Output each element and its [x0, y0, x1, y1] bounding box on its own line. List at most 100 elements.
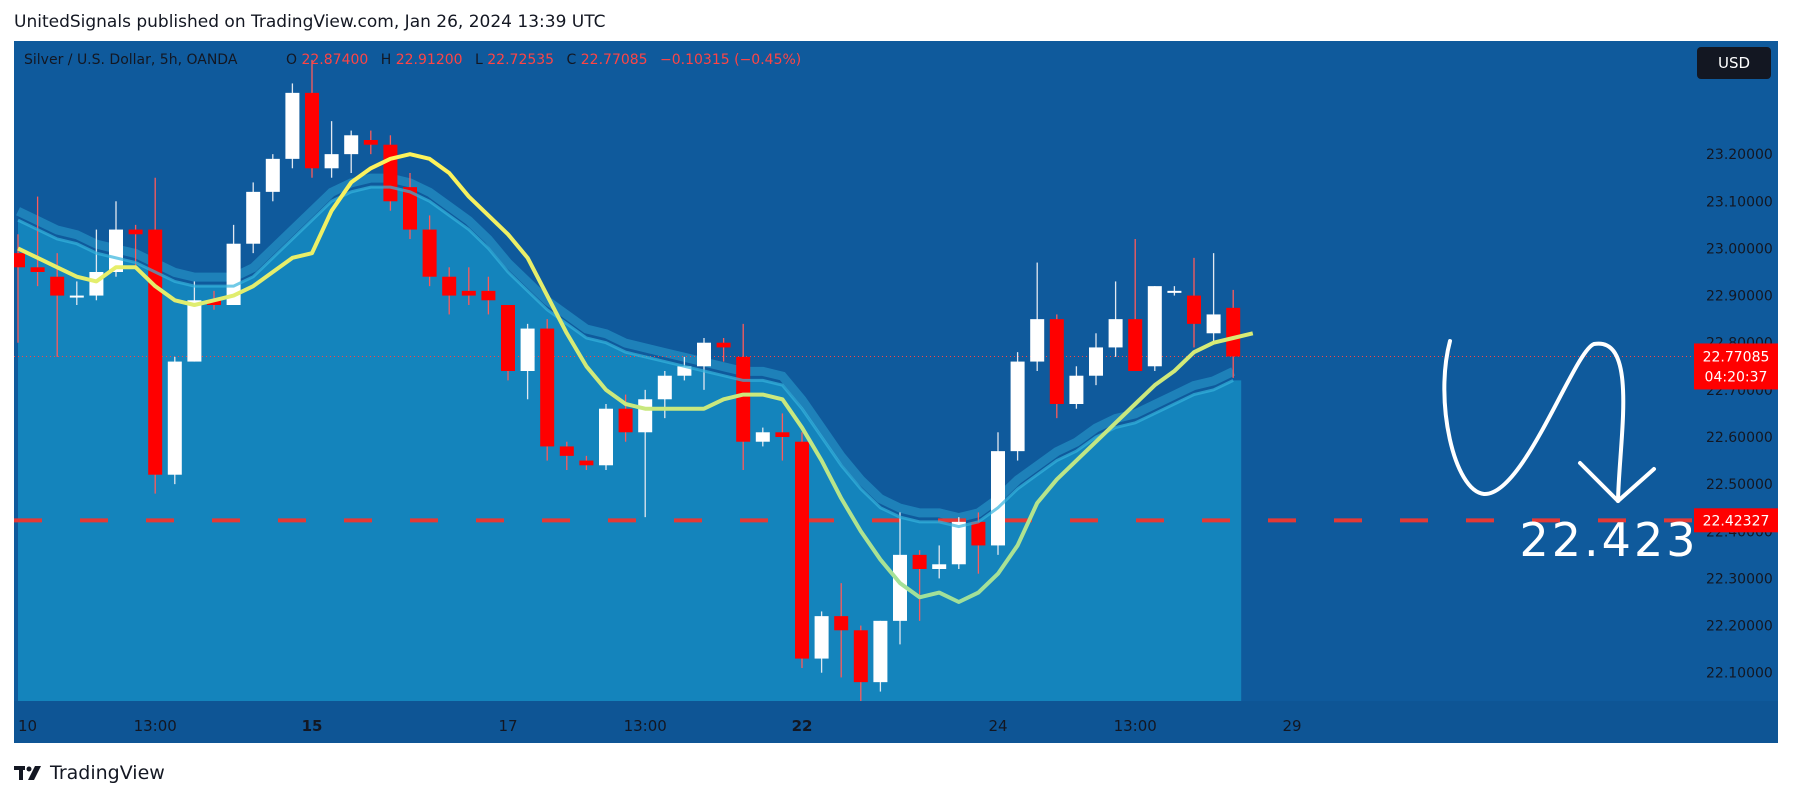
- candle[interactable]: [128, 224, 143, 268]
- candle-body-up: [226, 243, 241, 305]
- candle-body-up: [657, 375, 672, 400]
- candle-body-up: [1167, 290, 1182, 293]
- candle[interactable]: [305, 59, 319, 178]
- candle[interactable]: [246, 182, 261, 254]
- candle[interactable]: [1226, 289, 1241, 378]
- open-label: O: [286, 52, 297, 68]
- candle[interactable]: [30, 196, 45, 287]
- candle-body-down: [128, 229, 143, 235]
- candle[interactable]: [775, 413, 790, 461]
- candle[interactable]: [991, 432, 1005, 555]
- candle[interactable]: [383, 135, 398, 211]
- candle[interactable]: [265, 154, 280, 202]
- candle[interactable]: [716, 338, 731, 362]
- candle-body-up: [893, 554, 907, 621]
- wave-arrow-drawing: [1442, 339, 1626, 503]
- candle[interactable]: [873, 620, 888, 692]
- annotation-layer: 22.423: [1442, 339, 1695, 567]
- candle[interactable]: [422, 215, 437, 287]
- candle[interactable]: [1069, 366, 1084, 409]
- candle[interactable]: [481, 276, 496, 315]
- candle[interactable]: [1128, 239, 1143, 371]
- candle-body-down: [207, 300, 221, 305]
- currency-label[interactable]: USD: [1718, 54, 1750, 72]
- currency-button-bg[interactable]: [1697, 47, 1771, 79]
- x-tick-label: 13:00: [624, 717, 667, 735]
- candle-body-up: [324, 154, 339, 169]
- x-tick-label: 17: [498, 717, 517, 735]
- candle[interactable]: [69, 281, 84, 305]
- candle[interactable]: [50, 253, 65, 357]
- candle[interactable]: [11, 234, 25, 343]
- candle[interactable]: [363, 130, 378, 155]
- candle[interactable]: [1167, 286, 1182, 296]
- candle-body-up: [1147, 286, 1162, 367]
- candle[interactable]: [1108, 281, 1123, 357]
- candle[interactable]: [442, 267, 457, 315]
- candle-body-down: [736, 356, 751, 442]
- y-tick-label: 22.30000: [1706, 571, 1773, 587]
- candle-body-up: [265, 158, 280, 192]
- candle[interactable]: [167, 356, 182, 485]
- candle-body-down: [305, 92, 319, 169]
- price-chart[interactable]: 10 13:00 15 17 13:00 22 24 13:00 29 23.20000 23.1…: [11, 41, 1778, 743]
- candle[interactable]: [344, 130, 359, 173]
- candle[interactable]: [1049, 314, 1064, 419]
- candle-body-down: [834, 616, 849, 631]
- candle[interactable]: [795, 432, 809, 668]
- candle[interactable]: [109, 201, 123, 277]
- candle[interactable]: [461, 267, 476, 305]
- candle[interactable]: [893, 512, 907, 645]
- candle[interactable]: [1010, 352, 1025, 461]
- candle[interactable]: [599, 404, 613, 470]
- candle-body-up: [109, 229, 123, 272]
- candle[interactable]: [932, 545, 947, 579]
- candle[interactable]: [677, 356, 692, 381]
- y-tick-label: 22.60000: [1706, 430, 1773, 446]
- candle-body-down: [403, 187, 417, 230]
- candle-body-up: [814, 616, 829, 659]
- chart-svg[interactable]: 10 13:00 15 17 13:00 22 24 13:00 29 23.20000 23.1…: [11, 41, 1778, 743]
- candle[interactable]: [226, 224, 241, 305]
- candle[interactable]: [853, 625, 868, 701]
- candle-body-up: [1206, 314, 1221, 334]
- candle[interactable]: [755, 427, 770, 447]
- last-price-badge-bg: [1694, 343, 1778, 390]
- candle[interactable]: [403, 173, 417, 239]
- candle[interactable]: [912, 550, 927, 621]
- close-label: C: [567, 52, 577, 68]
- candle-body-down: [618, 408, 633, 433]
- candle[interactable]: [501, 305, 515, 381]
- x-tick-label: 22: [792, 717, 813, 735]
- low-value: 22.72535: [487, 52, 554, 68]
- candle-body-down: [1187, 295, 1201, 324]
- candle[interactable]: [285, 83, 300, 169]
- candle[interactable]: [1206, 253, 1221, 343]
- change-value: −0.10315 (−0.45%): [660, 52, 801, 68]
- candle-body-down: [853, 630, 868, 683]
- candle[interactable]: [1030, 262, 1045, 371]
- candle-body-up: [932, 564, 947, 569]
- candle-body-down: [501, 305, 515, 371]
- candle-body-down: [540, 328, 555, 447]
- candle[interactable]: [697, 338, 711, 390]
- candle-body-up: [246, 191, 261, 244]
- x-tick-label: 13:00: [1114, 717, 1157, 735]
- candle[interactable]: [1187, 257, 1201, 348]
- candle-body-down: [50, 276, 65, 296]
- x-tick-label: 13:00: [134, 717, 177, 735]
- candle[interactable]: [324, 121, 339, 178]
- candle[interactable]: [579, 455, 594, 470]
- candle[interactable]: [1147, 286, 1162, 371]
- last-price-badge: 22.77085 04:20:37: [1694, 343, 1778, 390]
- candle[interactable]: [834, 583, 849, 678]
- currency-button[interactable]: USD: [1697, 47, 1771, 79]
- candle[interactable]: [540, 319, 555, 461]
- candle-body-up: [873, 620, 888, 683]
- candle[interactable]: [187, 281, 202, 362]
- candle[interactable]: [520, 323, 535, 400]
- candle[interactable]: [559, 441, 574, 470]
- candle-body-down: [1049, 319, 1064, 404]
- candle[interactable]: [1089, 333, 1103, 386]
- candle[interactable]: [814, 611, 829, 673]
